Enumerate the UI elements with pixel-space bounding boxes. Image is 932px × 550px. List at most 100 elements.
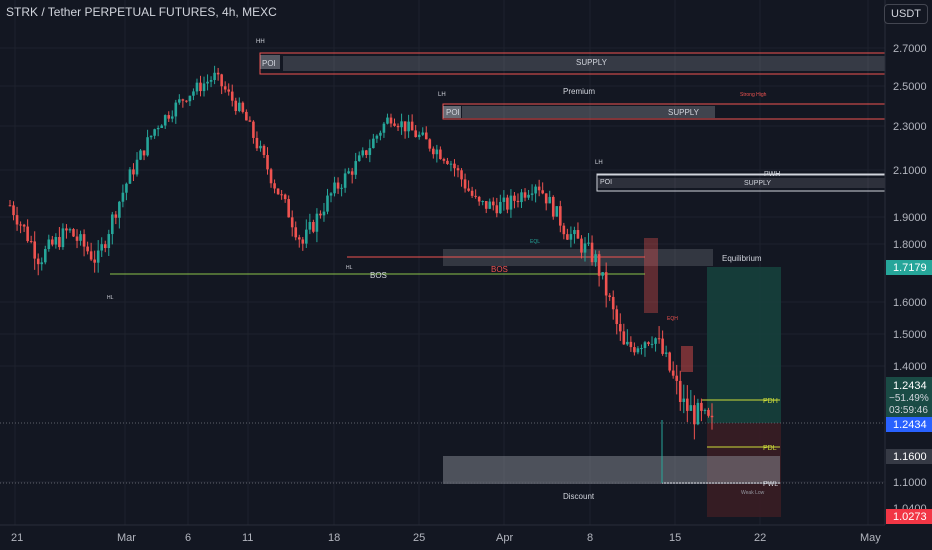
currency-button[interactable]: USDT: [884, 4, 928, 24]
candle-body: [386, 117, 389, 124]
candle-body: [336, 182, 340, 189]
candle-body: [580, 238, 583, 253]
candle-body: [615, 309, 619, 325]
candle-body: [611, 296, 615, 310]
candle-body: [689, 405, 693, 411]
candle-body: [693, 405, 696, 425]
candle-body: [269, 169, 273, 184]
chart-title: STRK / Tether PERPETUAL FUTURES, 4h, MEX…: [6, 5, 277, 19]
order-block-bear-2[interactable]: [681, 346, 693, 372]
label-poi-1: POI: [262, 59, 276, 68]
candle-body: [111, 214, 114, 235]
supply-zone-1-fill[interactable]: [283, 56, 885, 71]
candle-body: [636, 348, 640, 353]
price-label: 1.6000: [893, 297, 927, 309]
candle-body: [361, 150, 365, 156]
time-label: 15: [669, 532, 681, 544]
candle-body: [467, 188, 470, 191]
label-poi-2: POI: [446, 108, 460, 117]
poi-zone-2[interactable]: [443, 106, 461, 118]
price-label: 2.5000: [893, 81, 927, 93]
candle-body: [633, 347, 636, 353]
candle-body: [590, 242, 594, 263]
candle-body: [601, 272, 604, 276]
candle-body: [474, 195, 477, 197]
candle-body: [262, 145, 266, 156]
supply-zone-2-fill[interactable]: [462, 106, 715, 118]
supply-zone-3-fill[interactable]: [597, 178, 885, 188]
label-lh-1: LH: [438, 92, 446, 98]
candle-body: [350, 171, 354, 175]
candle-body: [354, 161, 358, 175]
candle-body: [710, 415, 714, 418]
candle-body: [209, 80, 213, 82]
order-block-bear-1[interactable]: [644, 238, 658, 313]
candle-body: [435, 149, 439, 155]
candle-body: [686, 398, 689, 411]
candle-body: [421, 132, 425, 135]
candle-body: [682, 398, 686, 402]
candle-body: [100, 244, 104, 251]
candle-body: [657, 338, 661, 340]
time-axis[interactable]: 21 Mar 6 11 18 25 Apr 8 15 22 May: [11, 532, 881, 544]
candle-body: [442, 159, 446, 161]
candle-body: [647, 342, 650, 344]
price-axis[interactable]: 2.7000 2.5000 2.3000 2.1000 1.9000 1.800…: [893, 43, 927, 515]
label-hl-1: HL: [346, 265, 353, 271]
candle-body: [199, 82, 202, 92]
candle-body: [347, 171, 350, 174]
candle-body: [26, 226, 29, 242]
label-poi-3: POI: [600, 179, 612, 186]
time-label: 22: [754, 532, 766, 544]
candle-body: [671, 370, 675, 376]
candle-body: [449, 163, 453, 165]
time-label: 6: [185, 532, 191, 544]
candle-body: [153, 129, 156, 136]
candle-body: [163, 115, 167, 126]
candle-body: [661, 338, 664, 354]
candle-body: [453, 163, 456, 169]
candle-body: [8, 205, 12, 207]
candle-body: [583, 243, 587, 253]
candle-body: [499, 201, 502, 214]
candle-body: [72, 229, 75, 237]
candle-body: [650, 343, 654, 345]
candle-body: [103, 244, 107, 249]
candle-body: [125, 183, 128, 193]
candle-body: [343, 173, 347, 188]
price-label: 1.1000: [893, 477, 927, 489]
candle-body: [640, 348, 643, 350]
target-price-tag: 1.7179: [893, 262, 927, 274]
candle-body: [537, 186, 541, 191]
candle-body: [696, 402, 700, 425]
candle-body: [329, 193, 333, 196]
entry-price-tag: 1.2434: [893, 419, 927, 431]
candle-body: [544, 193, 548, 204]
candle-body: [424, 132, 428, 140]
discount-demand-zone[interactable]: [443, 456, 780, 484]
candle-body: [664, 352, 668, 354]
long-position-target-box[interactable]: [707, 267, 781, 423]
price-label: 1.4000: [893, 361, 927, 373]
candle-body: [551, 196, 555, 217]
candle-body: [54, 237, 58, 245]
candle-body: [463, 179, 467, 189]
candle-body: [252, 121, 255, 138]
candle-body: [294, 227, 298, 238]
candle-body: [548, 196, 552, 204]
candle-body: [626, 341, 629, 345]
poi-zone-1[interactable]: [260, 55, 280, 69]
candle-body: [417, 134, 421, 138]
long-position-stop-box[interactable]: [707, 423, 781, 517]
candle-body: [287, 199, 290, 218]
candle-body: [40, 262, 44, 265]
price-label: 1.5000: [893, 329, 927, 341]
candle-body: [523, 192, 527, 198]
candle-body: [114, 214, 118, 218]
candle-body: [654, 338, 657, 344]
time-label: 18: [328, 532, 340, 544]
candle-body: [170, 116, 174, 119]
price-label: 2.1000: [893, 165, 927, 177]
candle-body: [202, 83, 206, 92]
